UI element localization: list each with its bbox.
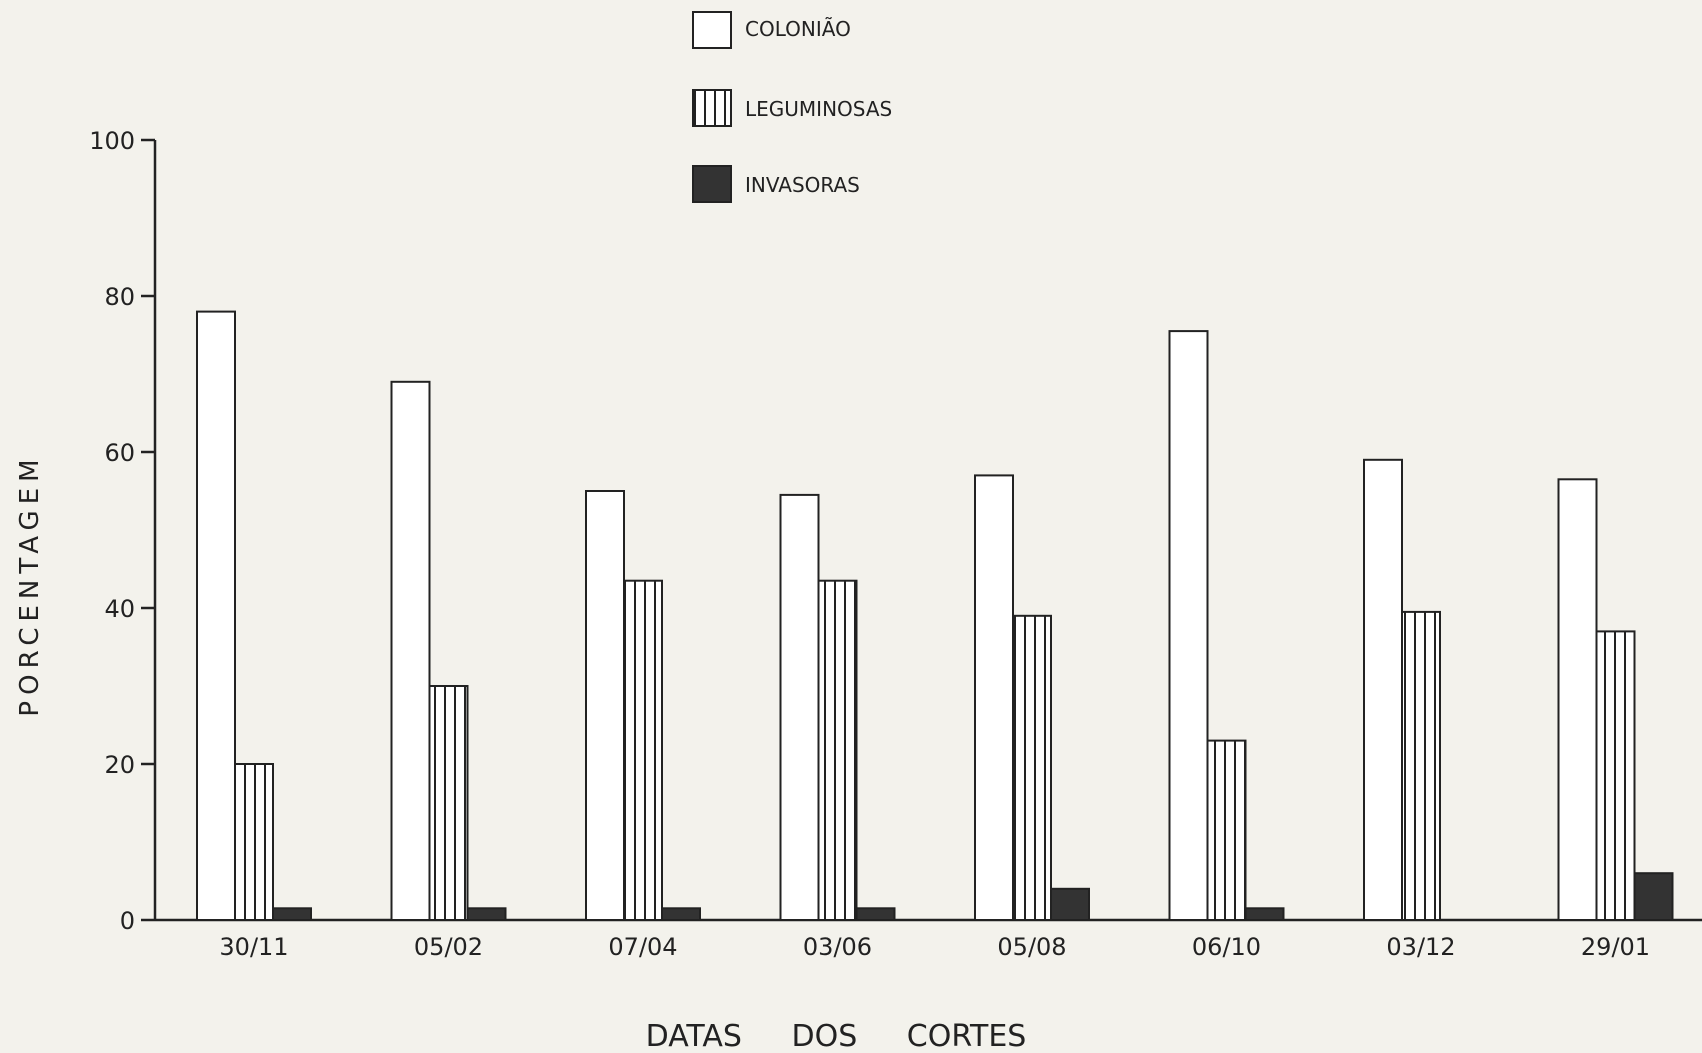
y-axis-ticks: 0 20 40 60 80 100	[89, 127, 155, 935]
legend-swatch-leguminosas	[692, 89, 732, 127]
bar-invasoras-06-10	[1244, 907, 1285, 921]
bar-leguminosas-03-12	[1401, 610, 1441, 922]
bar-coloniao-03-12	[1363, 458, 1403, 921]
bar-invasoras-05-08	[1050, 887, 1090, 921]
bar-coloniao-03-06	[779, 493, 820, 921]
legend-label-colonio: COLONIÃO	[745, 17, 851, 41]
bar-leguminosas-06-10	[1206, 739, 1247, 921]
y-tick-label: 0	[120, 907, 135, 935]
bar-coloniao-05-02	[390, 380, 431, 921]
bar-leguminosas-05-02	[428, 685, 469, 921]
bar-coloniao-07-04	[585, 490, 625, 921]
x-axis-tick-labels: 30/11 05/02 07/04 03/06 05/08 06/10 03/12 29/01	[219, 933, 1650, 961]
bar-leguminosas-29-01	[1595, 630, 1636, 922]
x-tick-label: 03/06	[803, 933, 872, 961]
bars	[196, 310, 1674, 922]
bar-invasoras-29-01	[1633, 872, 1674, 922]
x-tick-label: 05/02	[414, 933, 483, 961]
bar-coloniao-30-11	[196, 310, 236, 922]
bar-invasoras-30-11	[272, 907, 312, 921]
x-tick-label: 06/10	[1192, 933, 1261, 961]
legend: COLONIÃO LEGUMINOSAS INVASORAS	[692, 11, 892, 203]
x-tick-label: 05/08	[997, 933, 1066, 961]
bar-leguminosas-07-04	[623, 579, 663, 921]
bar-coloniao-29-01	[1557, 478, 1598, 921]
x-tick-label: 03/12	[1386, 933, 1455, 961]
bar-leguminosas-05-08	[1012, 614, 1052, 921]
y-axis-label: PORCENTAGEM	[15, 453, 45, 716]
y-tick-label: 40	[104, 595, 135, 623]
bar-invasoras-05-02	[466, 907, 507, 921]
y-tick-label: 60	[104, 439, 135, 467]
bar-leguminosas-03-06	[817, 579, 858, 921]
legend-swatch-invasoras	[692, 165, 732, 203]
bar-invasoras-03-06	[855, 907, 896, 921]
x-tick-label: 30/11	[219, 933, 288, 961]
bar-coloniao-05-08	[974, 474, 1014, 921]
x-axis-label: DATAS DOS CORTES	[646, 1019, 1027, 1053]
y-tick-label: 20	[104, 751, 135, 779]
legend-label-leguminosas: LEGUMINOSAS	[745, 97, 892, 121]
x-tick-label: 07/04	[608, 933, 677, 961]
legend-label-invasoras: INVASORAS	[745, 173, 860, 197]
y-tick-label: 80	[104, 283, 135, 311]
x-tick-label: 29/01	[1581, 933, 1650, 961]
y-tick-label: 100	[89, 127, 135, 155]
bar-invasoras-07-04	[661, 907, 701, 921]
legend-swatch-colonio	[692, 11, 732, 49]
bar-leguminosas-30-11	[234, 763, 274, 921]
bar-coloniao-06-10	[1168, 330, 1209, 922]
